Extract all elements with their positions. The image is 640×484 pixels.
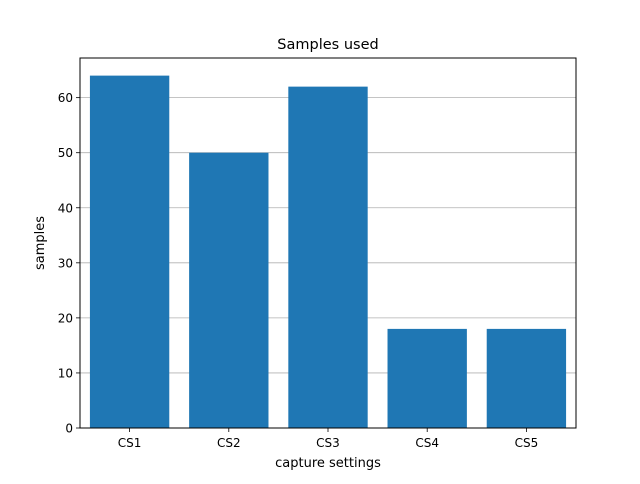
- bar-cs1: [89, 75, 170, 428]
- x-tick-label: CS4: [415, 436, 439, 450]
- bar-cs3: [288, 86, 368, 428]
- bar-cs5: [486, 328, 567, 428]
- x-tick-label: CS1: [118, 436, 142, 450]
- bar-cs2: [189, 152, 269, 428]
- x-axis-label: capture settings: [275, 456, 381, 471]
- y-tick-label: 40: [58, 201, 73, 215]
- y-tick-label: 30: [58, 256, 73, 270]
- bar-cs4: [387, 328, 467, 428]
- y-axis-ticks: 0 10 20 30 40 50 60: [58, 91, 80, 436]
- y-tick-label: 60: [58, 91, 73, 105]
- y-tick-label: 0: [65, 422, 73, 436]
- x-axis-ticks: CS1 CS2 CS3 CS4 CS5: [118, 428, 538, 450]
- x-tick-label: CS3: [316, 436, 340, 450]
- chart-title: Samples used: [277, 37, 378, 53]
- y-tick-label: 50: [58, 146, 73, 160]
- x-tick-label: CS5: [515, 436, 539, 450]
- y-tick-label: 10: [58, 366, 73, 380]
- x-tick-label: CS2: [217, 436, 241, 450]
- y-tick-label: 20: [58, 311, 73, 325]
- bars-layer: [89, 75, 567, 428]
- y-axis-label: samples: [33, 216, 48, 270]
